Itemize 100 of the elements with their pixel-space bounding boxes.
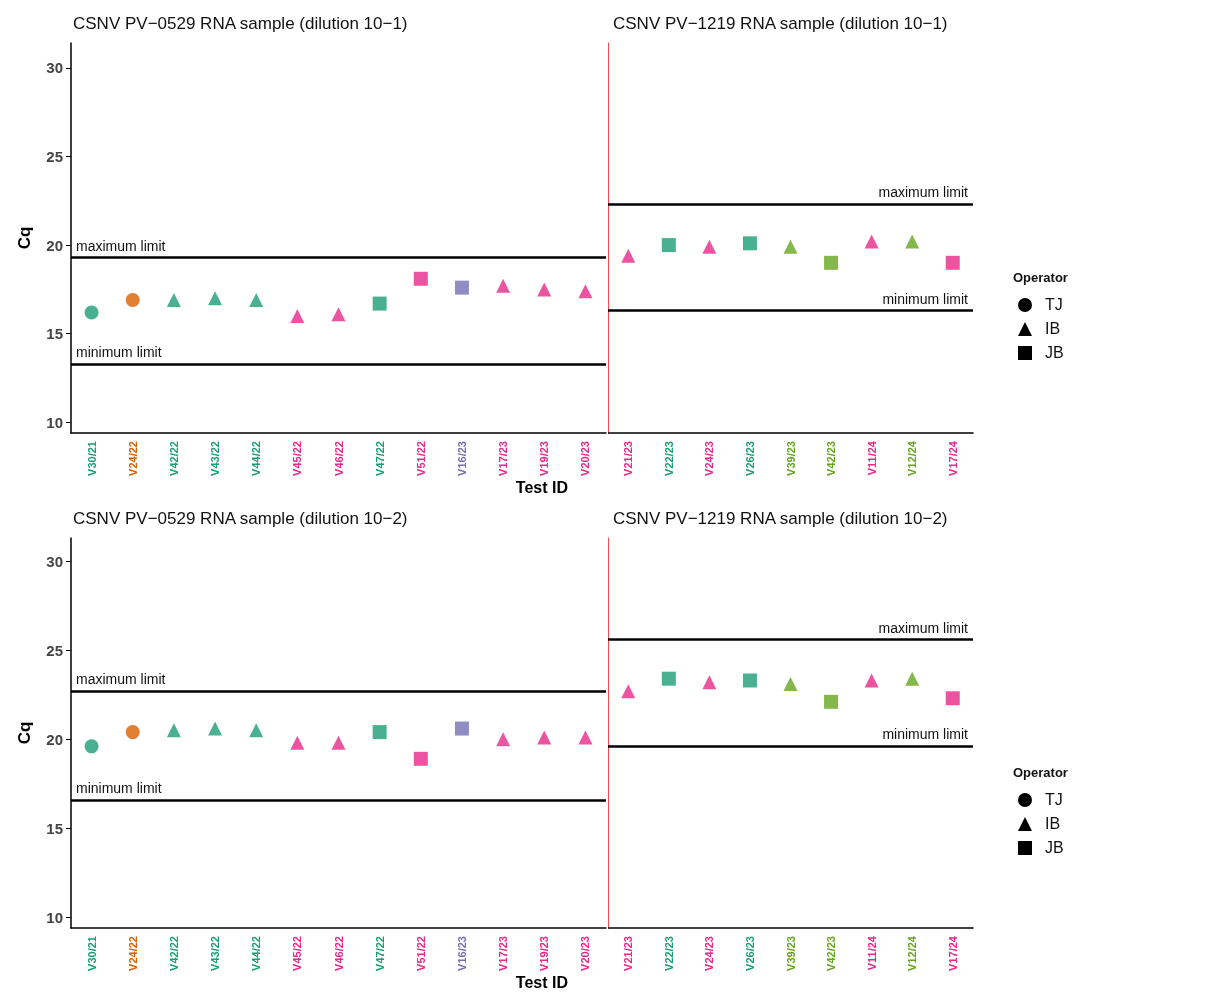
y-tick-label: 10 [46,413,63,431]
ref-line-label: maximum limit [878,619,969,636]
point [621,248,636,263]
chart-title: CSNV PV−1219 RNA sample (dilution 10−1) [613,14,948,33]
ref-line-label: maximum limit [76,671,166,688]
x-tick-label: V46/22 [332,441,345,476]
text: JB [1045,839,1064,857]
x-tick-label: V26/23 [743,441,756,476]
x-tick-label: V43/22 [209,936,222,971]
y-axis-title: Cq [15,226,34,250]
text: Operator [1013,765,1068,780]
x-tick-label: V19/23 [538,936,551,971]
x-tick-label: V42/22 [167,441,180,476]
x-tick-label: V11/24 [865,935,878,971]
x-axis-title: Test ID [515,973,568,991]
chart-title: CSNV PV−1219 RNA sample (dilution 10−2) [613,509,948,528]
x-tick-label: V16/23 [455,441,468,476]
x-tick-label: V43/22 [209,441,222,476]
ref-line-label: minimum limit [882,726,969,743]
point [496,732,511,747]
x-tick-label: V42/22 [167,936,180,971]
x-tick-label: V12/24 [906,440,919,476]
x-tick-label: V42/23 [825,936,838,971]
y-tick-label: 10 [46,908,63,926]
y-tick-label: 20 [46,730,63,748]
point [125,725,140,740]
x-tick-label: V17/23 [497,441,510,476]
text: IB [1045,320,1061,338]
ref-line-label: maximum limit [878,184,969,201]
point [496,278,511,293]
ref-line-label: minimum limit [882,290,969,307]
point [783,677,798,692]
x-axis-title: Test ID [515,478,568,496]
x-tick-label: V30/21 [85,441,98,476]
x-tick-label: V20/23 [579,441,592,476]
point [864,234,879,249]
x-tick-label: V44/22 [250,441,263,476]
x-tick-label: V24/23 [703,441,716,476]
chart-title: CSNV PV−0529 RNA sample (dilution 10−2) [73,509,408,528]
point [702,239,717,254]
ref-line-label: minimum limit [76,779,162,796]
y-axis-title: Cq [15,721,34,745]
y-tick-label: 20 [46,236,63,254]
point [331,307,346,322]
point [864,673,879,688]
point [905,234,920,249]
point [905,671,920,686]
point [537,282,552,297]
point [290,735,305,750]
x-tick-label: V12/24 [906,935,919,971]
x-tick-label: V17/24 [946,440,959,476]
x-tick-label: V47/22 [373,441,386,476]
x-tick-label: V11/24 [865,440,878,476]
ref-line-label: minimum limit [76,343,162,360]
point [661,238,676,253]
point [537,730,552,745]
point [578,284,593,299]
point [742,673,757,688]
x-tick-label: V45/22 [291,441,304,476]
y-tick-label: 30 [46,59,63,77]
x-tick-label: V39/23 [784,936,797,971]
point [783,239,798,254]
ref-line-label: maximum limit [76,237,166,254]
point [331,735,346,750]
x-tick-label: V17/24 [946,935,959,971]
chart-title: CSNV PV−0529 RNA sample (dilution 10−1) [73,14,408,33]
point [661,671,676,686]
point [824,255,839,270]
x-tick-label: V46/22 [332,936,345,971]
x-tick-label: V39/23 [784,441,797,476]
point [702,675,717,690]
x-tick-label: V22/23 [662,441,675,476]
x-tick-label: V21/23 [622,441,635,476]
x-tick-label: V21/23 [622,936,635,971]
x-tick-label: V44/22 [250,936,263,971]
y-tick-label: 25 [46,147,63,165]
text: TJ [1045,296,1063,314]
text: JB [1045,344,1064,362]
point [125,293,140,308]
x-tick-label: V51/22 [414,936,427,971]
text: Operator [1013,270,1068,285]
x-tick-label: V19/23 [538,441,551,476]
y-tick-label: 15 [46,325,63,343]
x-tick-label: V24/23 [703,936,716,971]
text: IB [1045,815,1061,833]
point [454,280,469,295]
x-tick-label: V30/21 [85,936,98,971]
point [578,730,593,745]
x-tick-label: V45/22 [291,936,304,971]
point [454,721,469,736]
x-tick-label: V22/23 [662,936,675,971]
x-tick-label: V16/23 [455,936,468,971]
point [290,309,305,323]
y-tick-label: 25 [46,641,63,659]
x-tick-label: V42/23 [825,441,838,476]
text: TJ [1045,791,1063,809]
point [824,694,839,709]
y-tick-label: 15 [46,819,63,837]
x-tick-label: V24/22 [126,936,139,971]
x-tick-label: V17/23 [497,936,510,971]
